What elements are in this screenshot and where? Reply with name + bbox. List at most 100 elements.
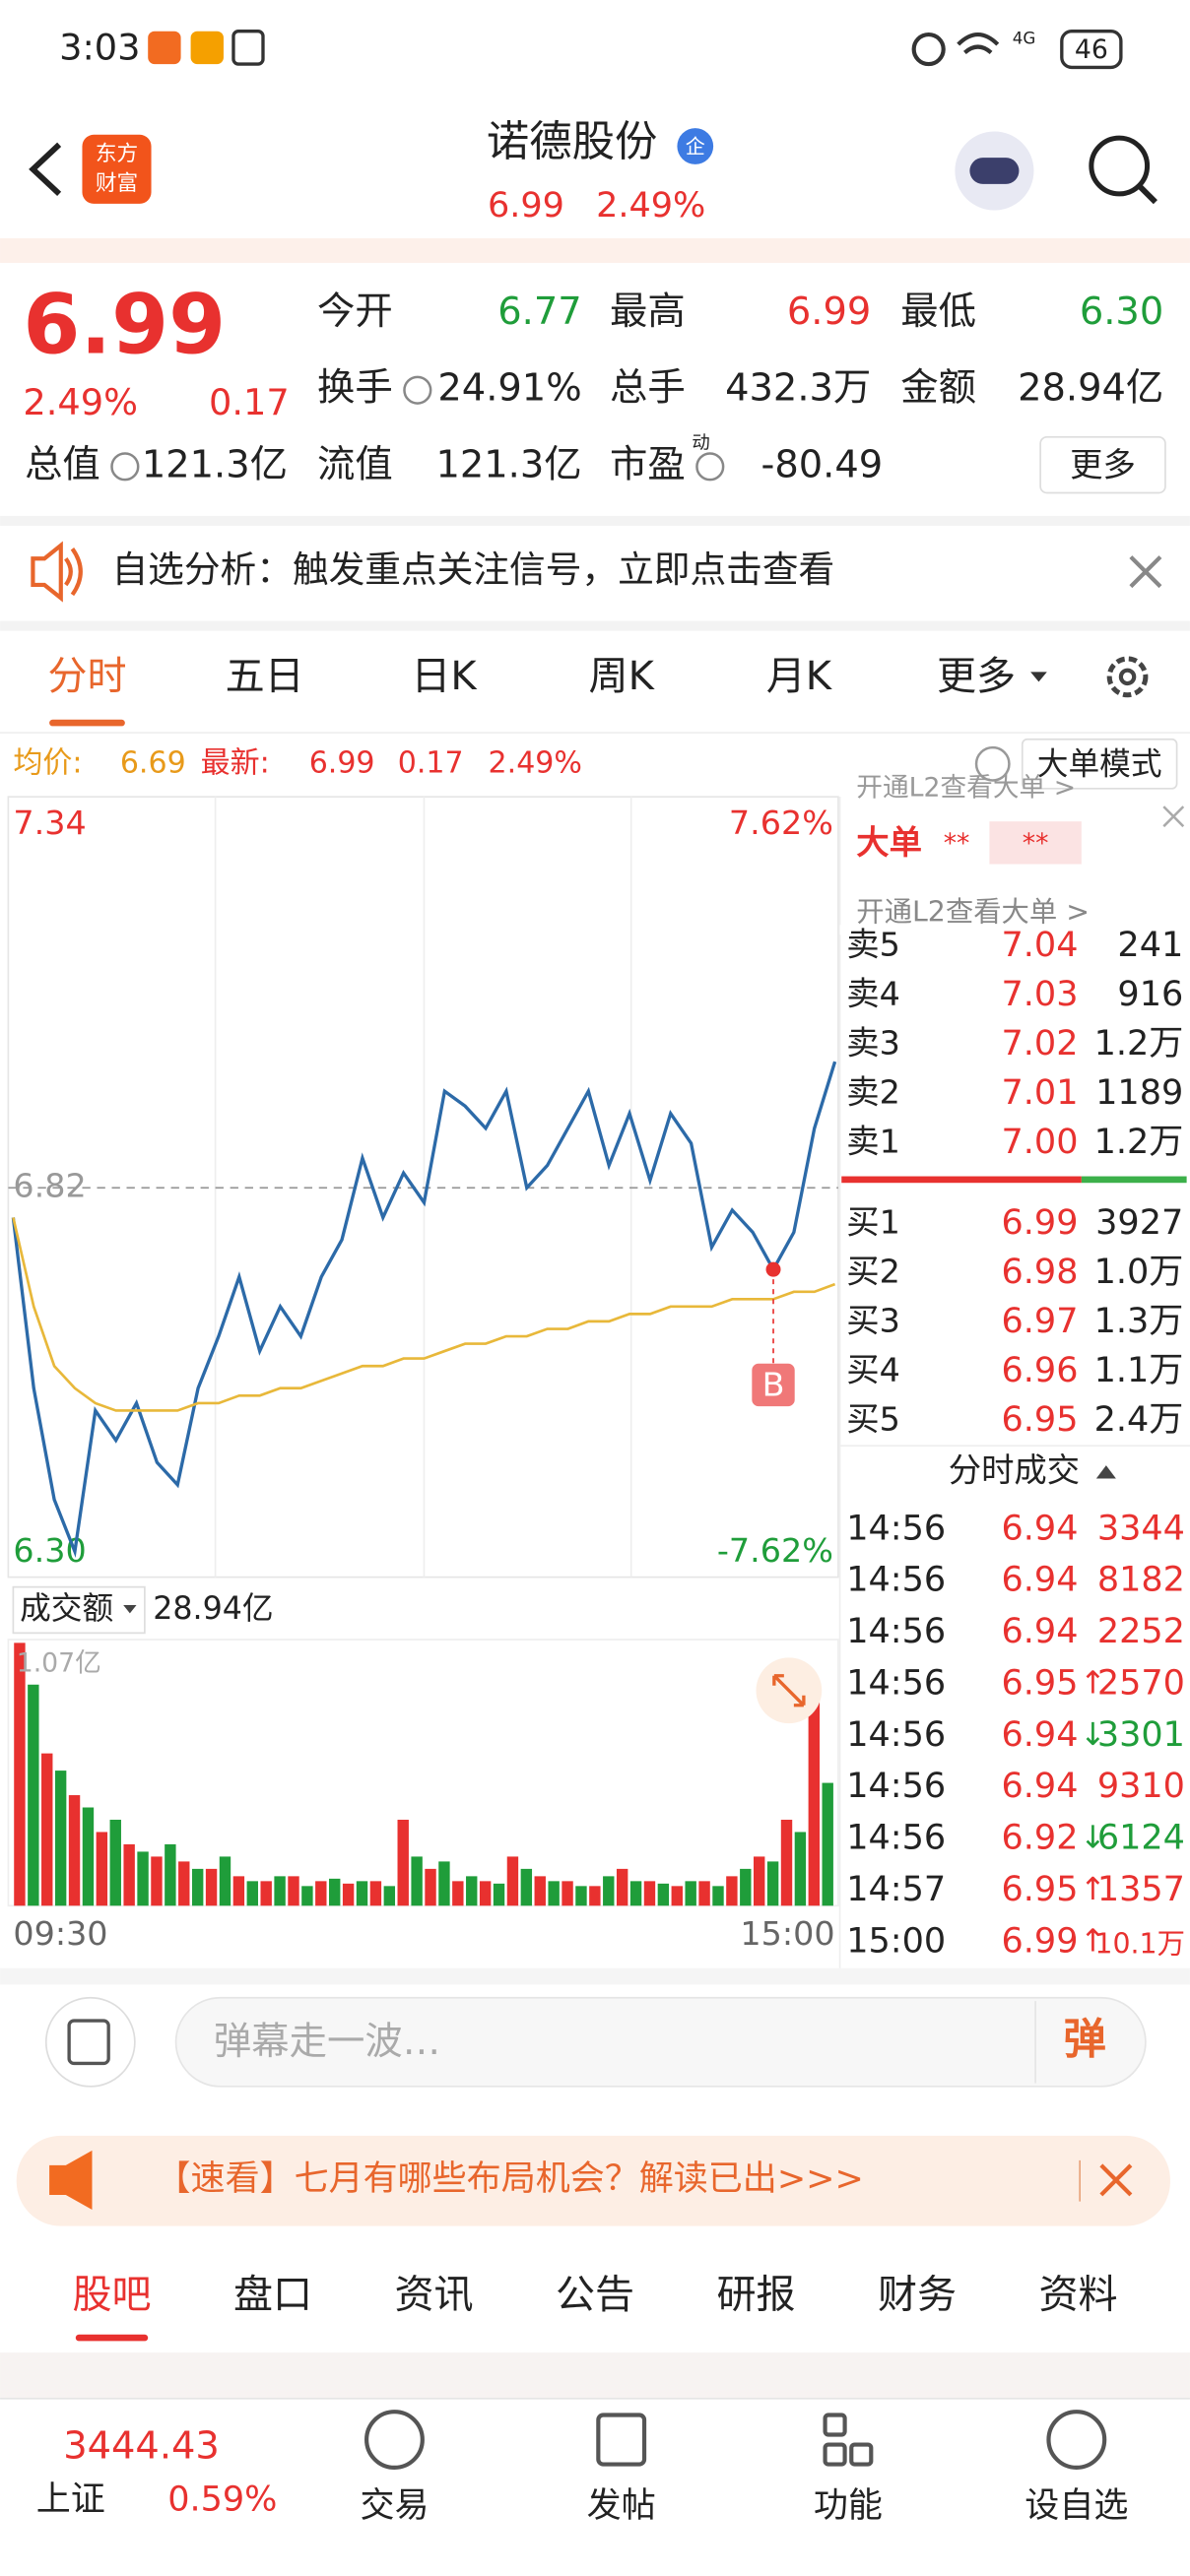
volume-select[interactable] bbox=[12, 1585, 146, 1635]
book-label: 卖4 bbox=[846, 975, 900, 1013]
book-volume: 241 bbox=[1117, 925, 1183, 965]
field-value: 121.3亿 bbox=[435, 442, 581, 486]
trade-price: 6.95 bbox=[1002, 1869, 1079, 1909]
func-icon bbox=[849, 2442, 874, 2467]
content-tab[interactable]: 股吧 bbox=[72, 2272, 151, 2317]
volume-bar bbox=[54, 1771, 67, 1906]
trade-time: 14:56 bbox=[846, 1508, 946, 1548]
index-value[interactable]: 3444.43 bbox=[63, 2423, 220, 2468]
trade-time: 14:57 bbox=[846, 1869, 946, 1909]
book-volume: 1.0万 bbox=[1094, 1252, 1184, 1292]
volume-bar bbox=[274, 1876, 286, 1906]
book-label: 卖5 bbox=[846, 925, 900, 963]
mode-button[interactable] bbox=[1021, 738, 1178, 790]
volume-bar bbox=[603, 1876, 615, 1906]
tab[interactable]: 更多 bbox=[937, 654, 1016, 699]
strip bbox=[0, 237, 1190, 263]
book-volume: 1.3万 bbox=[1094, 1301, 1184, 1341]
tab[interactable]: 月K bbox=[766, 654, 833, 699]
divider bbox=[0, 515, 1190, 526]
mode-label: 大单模式 bbox=[1037, 746, 1162, 782]
volume-bar bbox=[452, 1881, 464, 1906]
volume-bar bbox=[780, 1819, 793, 1906]
book-price: 7.01 bbox=[1002, 1072, 1079, 1113]
field-value: 28.94亿 bbox=[1018, 366, 1163, 411]
comment-input[interactable] bbox=[174, 1996, 1147, 2088]
field-value: 121.3亿 bbox=[142, 442, 288, 486]
volume-total: 28.94亿 bbox=[153, 1591, 273, 1627]
latest-pct: 2.49% bbox=[489, 745, 582, 780]
volume-bar bbox=[301, 1886, 313, 1906]
danmaku-send[interactable]: 弹 bbox=[1063, 2015, 1105, 2064]
field-value: 6.30 bbox=[1080, 290, 1163, 334]
search-button[interactable] bbox=[1089, 135, 1151, 197]
book-price: 6.96 bbox=[1002, 1350, 1079, 1390]
price-line bbox=[11, 1061, 837, 1559]
volume-bar bbox=[712, 1886, 724, 1906]
trade-price: 6.94 bbox=[1002, 1508, 1079, 1548]
volume-bar bbox=[794, 1832, 807, 1906]
field-sup: 动 bbox=[692, 432, 709, 453]
field-label: 今开 bbox=[317, 290, 393, 334]
trade-price: 6.94 bbox=[1002, 1560, 1079, 1600]
content-tab[interactable]: 资讯 bbox=[394, 2272, 473, 2317]
dropdown-arrow bbox=[1030, 672, 1047, 682]
volume-max: 1.07亿 bbox=[17, 1648, 101, 1679]
tab[interactable]: 日K bbox=[411, 654, 478, 699]
nav-item[interactable]: 发帖 bbox=[587, 2485, 656, 2526]
danmaku-toggle[interactable] bbox=[44, 1996, 136, 2088]
logo-text: 东方 bbox=[96, 142, 138, 166]
notice-text[interactable]: 自选分析：触发重点关注信号，立即点击查看 bbox=[112, 548, 835, 591]
banner[interactable] bbox=[16, 2135, 1170, 2226]
volume-bar bbox=[685, 1881, 696, 1906]
y-low-pct: -7.62% bbox=[717, 1531, 833, 1570]
avg-line bbox=[12, 1217, 836, 1412]
badge-text: 企 bbox=[686, 135, 705, 159]
nav-item[interactable]: 设自选 bbox=[1025, 2485, 1128, 2526]
status-icon bbox=[190, 31, 224, 65]
trade-volume: 3301 bbox=[1097, 1714, 1185, 1755]
trade-price: 6.92 bbox=[1002, 1818, 1079, 1858]
content-tab[interactable]: 资料 bbox=[1038, 2272, 1117, 2317]
trade-time: 14:56 bbox=[846, 1611, 946, 1651]
latest-label: 最新: bbox=[201, 745, 270, 780]
volume-bar bbox=[822, 1782, 833, 1906]
volume-bar bbox=[342, 1883, 355, 1906]
status-icon bbox=[148, 31, 181, 65]
cover bbox=[839, 925, 1190, 935]
content-tab[interactable]: 盘口 bbox=[233, 2272, 312, 2317]
x-start: 09:30 bbox=[13, 1914, 107, 1953]
content-tab[interactable]: 财务 bbox=[878, 2272, 957, 2317]
header-pct: 2.49% bbox=[596, 185, 705, 225]
help-icon[interactable] bbox=[974, 745, 1011, 782]
content-tab[interactable]: 研报 bbox=[716, 2272, 795, 2317]
info-icon bbox=[403, 375, 432, 405]
volume-bar bbox=[232, 1876, 245, 1906]
nav-item[interactable]: 交易 bbox=[360, 2485, 429, 2526]
bottom-nav bbox=[0, 2398, 1190, 2576]
trade-volume: 6124 bbox=[1097, 1818, 1185, 1858]
func-icon bbox=[823, 2413, 847, 2437]
tab[interactable]: 五日 bbox=[226, 654, 304, 699]
tab[interactable]: 分时 bbox=[47, 654, 126, 699]
close-notice[interactable] bbox=[1129, 555, 1162, 589]
nav-item[interactable]: 功能 bbox=[814, 2485, 883, 2526]
l2-hint[interactable]: 开通L2查看大单 > bbox=[856, 896, 1090, 929]
assistant-face bbox=[969, 158, 1020, 184]
field-label: 总手 bbox=[610, 366, 686, 411]
volume-bar bbox=[151, 1856, 163, 1906]
tab[interactable]: 周K bbox=[589, 654, 656, 699]
settings-button[interactable] bbox=[1106, 656, 1149, 698]
volume-bar bbox=[657, 1883, 670, 1906]
book-price: 6.95 bbox=[1002, 1399, 1079, 1440]
book-volume: 3927 bbox=[1095, 1202, 1183, 1243]
close-big[interactable] bbox=[1162, 805, 1185, 828]
content-tab[interactable]: 公告 bbox=[556, 2272, 634, 2317]
more-button[interactable] bbox=[1039, 435, 1166, 494]
book-label: 买5 bbox=[846, 1400, 900, 1439]
close-banner[interactable] bbox=[1099, 2163, 1133, 2197]
volume-bar bbox=[28, 1684, 39, 1906]
back-button[interactable] bbox=[29, 142, 62, 196]
trade-price: 6.95 bbox=[1002, 1662, 1079, 1703]
trade-time: 14:56 bbox=[846, 1714, 946, 1755]
